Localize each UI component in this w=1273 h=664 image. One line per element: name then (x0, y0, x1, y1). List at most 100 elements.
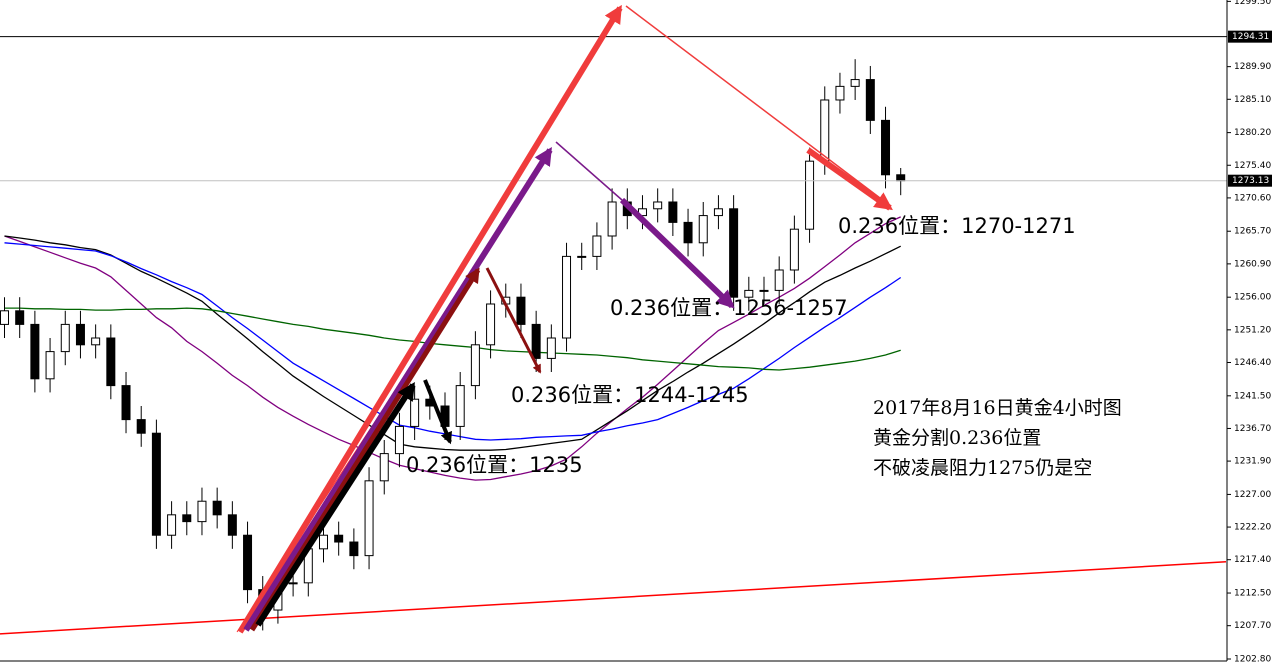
candle-body (774, 269, 784, 291)
candle-body (653, 201, 663, 210)
candle-body (349, 541, 359, 557)
y-tick-label: 1231.90 (1234, 457, 1271, 467)
arrow (806, 147, 893, 211)
moving-average (4, 307, 901, 371)
annotation: 0.236位置：1270-1271 (838, 214, 1076, 238)
y-tick-label: 1222.20 (1234, 523, 1271, 533)
note-line: 不破凌晨阻力1275仍是空 (873, 457, 1092, 479)
arrow-line (625, 5, 881, 199)
candle-body (531, 323, 541, 359)
moving-average (4, 242, 902, 441)
candle-body (759, 289, 769, 292)
y-tick-label: 1299.50 (1234, 0, 1271, 7)
candle-body (394, 425, 404, 455)
moving-average (4, 216, 901, 481)
candle-body (744, 289, 754, 298)
candle-body (182, 514, 192, 523)
arrow (485, 267, 542, 374)
candle-body (30, 323, 40, 380)
candle-body (881, 119, 891, 176)
candle-body (60, 323, 70, 353)
candle-body (789, 228, 799, 271)
candle-body (136, 419, 146, 434)
candle-body (379, 453, 389, 482)
plot-area (0, 36, 1227, 635)
moving-average (4, 235, 901, 451)
candle-body (45, 351, 55, 380)
y-tick-label: 1270.60 (1234, 193, 1271, 203)
y-tick-label: 1207.70 (1234, 621, 1271, 631)
arrow-line (555, 141, 623, 201)
price-label-box (1228, 30, 1272, 43)
price-label: 1294.31 (1232, 32, 1269, 42)
arrow (243, 146, 553, 632)
candle-body (318, 534, 328, 550)
y-tick-label: 1289.90 (1234, 62, 1271, 72)
y-tick-label: 1212.50 (1234, 589, 1271, 599)
price-axis: 1202.80 1207.70 1212.50 1217.40 1222.20 1227.… (1227, 0, 1272, 664)
candle-body (121, 385, 131, 421)
arrow (423, 379, 452, 445)
y-tick-label: 1227.00 (1234, 490, 1271, 500)
y-tick-label: 1285.10 (1234, 95, 1271, 105)
candle-body (0, 310, 9, 325)
candle-body (850, 79, 860, 87)
candle-body (516, 296, 526, 325)
arrow (249, 267, 481, 632)
candle-body (820, 99, 830, 162)
y-tick-label: 1202.80 (1234, 655, 1271, 664)
candle-body (896, 174, 906, 182)
candle-body (713, 208, 723, 217)
candle-body (607, 201, 617, 237)
candle-body (455, 385, 465, 427)
arrows (236, 4, 893, 634)
candle-body (562, 255, 572, 339)
y-tick-label: 1265.70 (1234, 227, 1271, 237)
candle-body (15, 310, 25, 325)
candle-body (212, 500, 222, 516)
candle-body (91, 337, 101, 346)
candle-body (197, 500, 207, 523)
annotation: 0.236位置：1244-1245 (511, 383, 749, 407)
candle-body (592, 235, 602, 257)
y-tick-label: 1251.20 (1234, 325, 1271, 335)
candle-body (75, 323, 85, 346)
note-line: 黄金分割0.236位置 (873, 427, 1041, 449)
trend-line (0, 560, 1227, 635)
candle-body (151, 432, 161, 536)
note-line: 2017年8月16日黄金4小时图 (873, 397, 1122, 419)
price-label: 1273.13 (1232, 176, 1269, 186)
y-tick-label: 1256.00 (1234, 293, 1271, 303)
price-label-box (1228, 174, 1272, 187)
y-tick-label: 1236.70 (1234, 424, 1271, 434)
candle-body (470, 344, 480, 387)
candle-body (805, 160, 815, 230)
candle-body (835, 85, 845, 101)
candle-body (668, 201, 678, 223)
candle-body (577, 255, 587, 258)
y-tick-label: 1241.50 (1234, 391, 1271, 401)
y-tick-label: 1260.90 (1234, 259, 1271, 269)
arrow (237, 4, 623, 634)
candle-body (486, 303, 496, 346)
candle-body (167, 514, 177, 536)
candle-body (865, 79, 875, 121)
candle-body (364, 480, 374, 557)
candle-body (243, 534, 253, 591)
candle-body (410, 398, 420, 427)
candle-body (683, 221, 693, 244)
annotation: 0.236位置：1256-1257 (610, 296, 848, 320)
candle-body (334, 534, 344, 543)
candle-body (288, 582, 298, 585)
candle-body (698, 215, 708, 244)
y-tick-label: 1280.20 (1234, 128, 1271, 138)
candle-body (227, 514, 237, 536)
y-tick-label: 1217.40 (1234, 555, 1271, 565)
candle-body (729, 208, 739, 298)
y-tick-label: 1275.40 (1234, 161, 1271, 171)
arrow (255, 381, 416, 627)
arrow (619, 197, 735, 309)
candle-body (546, 337, 556, 359)
